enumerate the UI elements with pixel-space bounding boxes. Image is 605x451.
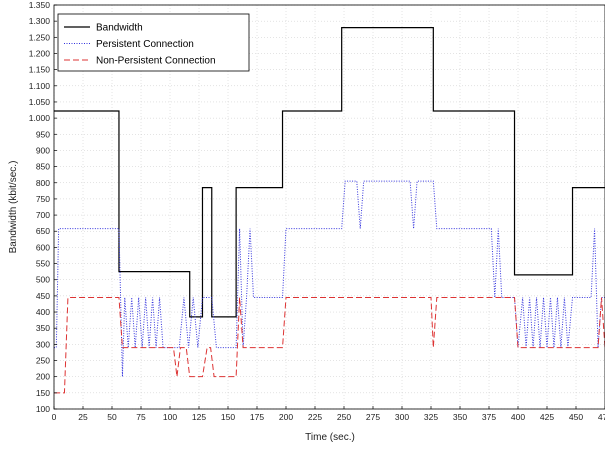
legend: Bandwidth Persistent Connection Non-Persis… [57, 13, 250, 72]
x-tick-label: 25 [78, 412, 88, 422]
y-tick-label: 600 [36, 242, 50, 252]
y-tick-label: 950 [36, 129, 50, 139]
y-tick-label: 400 [36, 307, 50, 317]
x-tick-label: 425 [540, 412, 554, 422]
x-tick-label: 225 [308, 412, 322, 422]
x-tick-label: 325 [424, 412, 438, 422]
y-tick-label: 200 [36, 372, 50, 382]
y-tick-label: 1.300 [29, 16, 51, 26]
y-tick-label: 1.050 [29, 97, 51, 107]
legend-entry: Persistent Connection [96, 39, 194, 50]
plot-frame [53, 4, 605, 410]
x-tick-label: 150 [221, 412, 235, 422]
y-tick-label: 100 [36, 404, 50, 414]
series-line-0 [54, 27, 605, 318]
x-tick-label: 100 [163, 412, 177, 422]
y-tick-label: 900 [36, 145, 50, 155]
x-tick-label: 275 [366, 412, 380, 422]
series-group [54, 27, 605, 394]
y-tick-label: 750 [36, 194, 50, 204]
x-tick-label: 300 [395, 412, 409, 422]
x-tick-label: 250 [337, 412, 351, 422]
x-tick-label: 350 [453, 412, 467, 422]
x-axis-title: Time (sec.) [305, 432, 355, 443]
y-tick-label: 650 [36, 226, 50, 236]
y-tick-label: 250 [36, 356, 50, 366]
x-axis: 0 25 50 75 100 125 150 175 200 225 250 275 300 325 350… [52, 406, 605, 422]
legend-entry: Bandwidth [96, 23, 143, 34]
y-tick-label: 1.250 [29, 32, 51, 42]
x-tick-label: 450 [569, 412, 583, 422]
y-tick-label: 800 [36, 178, 50, 188]
y-tick-label: 1.000 [29, 113, 51, 123]
y-axis: 100 150 200 250 300 350 400 450 500 550 600 650 700 7… [29, 0, 57, 414]
plot-area [54, 5, 605, 409]
y-tick-label: 850 [36, 162, 50, 172]
series-line-1 [54, 180, 605, 377]
series-line-2 [54, 297, 605, 394]
y-tick-label: 550 [36, 259, 50, 269]
y-tick-label: 700 [36, 210, 50, 220]
y-tick-label: 300 [36, 339, 50, 349]
y-tick-label: 450 [36, 291, 50, 301]
y-tick-label: 1.350 [29, 0, 51, 10]
x-tick-label: 175 [250, 412, 264, 422]
y-tick-label: 500 [36, 275, 50, 285]
y-tick-label: 1.200 [29, 48, 51, 58]
x-tick-label: 0 [52, 412, 57, 422]
x-tick-label: 125 [192, 412, 206, 422]
y-axis-title: Bandwidth (kbit/sec.) [8, 161, 19, 254]
x-tick-label: 200 [279, 412, 293, 422]
legend-entry: Non-Persistent Connection [96, 56, 216, 67]
y-tick-label: 350 [36, 323, 50, 333]
x-tick-label: 50 [107, 412, 117, 422]
y-tick-label: 1.150 [29, 65, 51, 75]
x-tick-label: 475 [598, 412, 605, 422]
y-tick-label: 1.100 [29, 81, 51, 91]
legend-box [57, 13, 250, 72]
y-tick-label: 150 [36, 388, 50, 398]
x-tick-label: 375 [482, 412, 496, 422]
x-tick-label: 75 [136, 412, 146, 422]
x-tick-label: 400 [511, 412, 525, 422]
